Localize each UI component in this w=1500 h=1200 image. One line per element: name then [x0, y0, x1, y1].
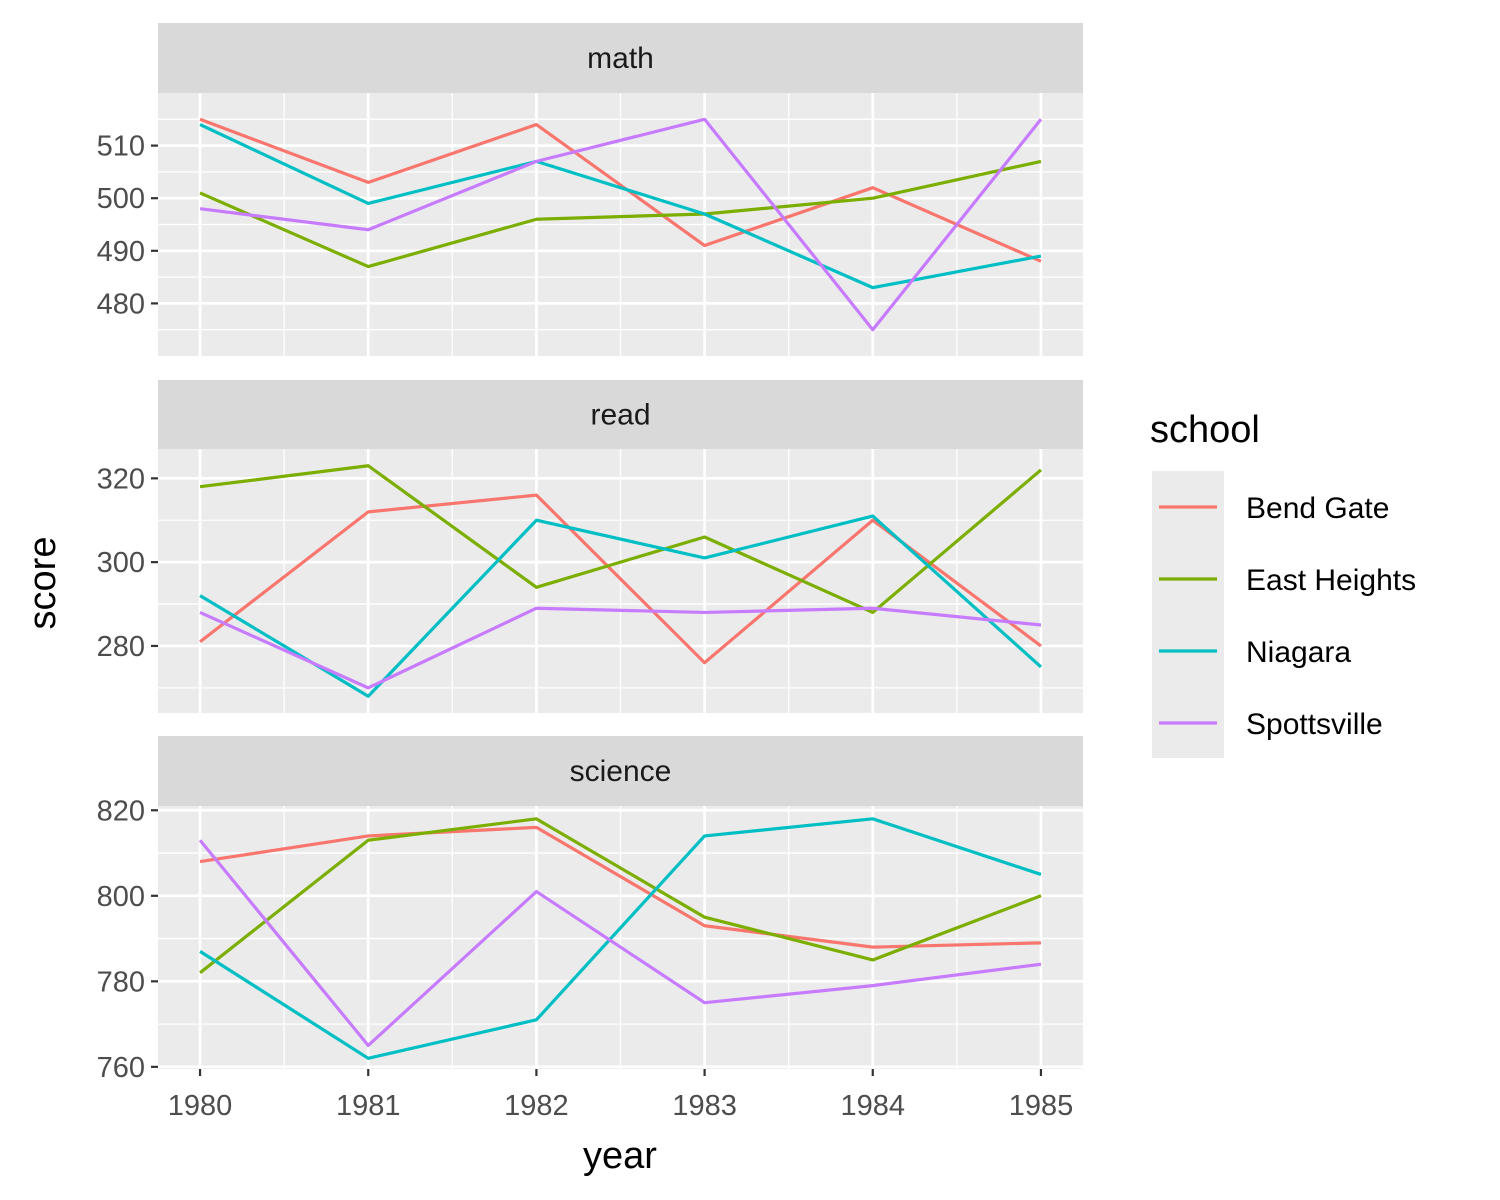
facet-panel-math: math 480 490 500 510 [97, 23, 1083, 356]
x-tick-label: 1982 [504, 1090, 569, 1122]
facet-strip-label: read [590, 399, 650, 432]
x-tick-label: 1984 [841, 1090, 906, 1122]
series-line-niagara [199, 514, 1043, 698]
facet-strip-label: math [587, 42, 654, 75]
y-tick-label: 800 [97, 881, 145, 913]
y-axis-title: score [22, 537, 64, 630]
x-axis-title: year [583, 1135, 657, 1177]
facet-strip [158, 736, 1083, 806]
y-tick-label: 490 [97, 236, 145, 268]
y-tick-label: 510 [97, 131, 145, 163]
panel-grid [158, 93, 1083, 356]
series-lines [198, 817, 1042, 1060]
series-line-east-heights [199, 159, 1042, 269]
x-tick-label: 1983 [672, 1090, 737, 1122]
series-line-niagara [199, 817, 1042, 1060]
facet-strip [158, 23, 1083, 93]
series-line-bend-gate [199, 117, 1042, 263]
series-lines [199, 464, 1043, 698]
y-tick-label: 320 [97, 463, 145, 495]
legend-title: school [1150, 409, 1260, 451]
y-tick-label: 780 [97, 966, 145, 998]
facet-panel-science: science 760 780 800 820 [97, 736, 1083, 1084]
series-line-east-heights [199, 817, 1042, 975]
legend-key-background [1152, 471, 1224, 758]
legend-label: Bend Gate [1246, 492, 1389, 525]
y-tick-label: 280 [97, 631, 145, 663]
facet-panel-read: read 280 300 320 [97, 380, 1083, 713]
series-line-spottsville [199, 606, 1042, 690]
y-tick-label: 820 [97, 795, 145, 827]
series-line-spottsville [199, 117, 1043, 332]
x-axis: 1980 1981 1982 1983 1984 1985 [168, 1069, 1073, 1122]
y-tick-label: 300 [97, 547, 145, 579]
legend-label: Niagara [1246, 636, 1351, 669]
series-line-bend-gate [199, 825, 1041, 949]
legend: school Bend Gate East Heights Niagara Spott… [1150, 409, 1416, 758]
series-lines [199, 117, 1043, 332]
y-tick-label: 760 [97, 1052, 145, 1084]
legend-label: Spottsville [1246, 708, 1383, 741]
legend-label: East Heights [1246, 564, 1416, 597]
facet-panels: math 480 490 500 510 read 280 300 320 science 760 7… [97, 23, 1083, 1084]
y-tick-label: 500 [97, 183, 145, 215]
y-tick-label: 480 [97, 288, 145, 320]
series-line-east-heights [199, 464, 1042, 615]
facet-strip-label: science [570, 755, 672, 788]
legend-items: Bend Gate East Heights Niagara Spottsville [1159, 492, 1416, 741]
x-tick-label: 1981 [336, 1090, 401, 1122]
facet-strip [158, 380, 1083, 449]
x-tick-label: 1980 [168, 1090, 233, 1122]
series-line-niagara [199, 123, 1042, 290]
series-line-spottsville [198, 839, 1042, 1048]
x-tick-label: 1985 [1009, 1090, 1074, 1122]
